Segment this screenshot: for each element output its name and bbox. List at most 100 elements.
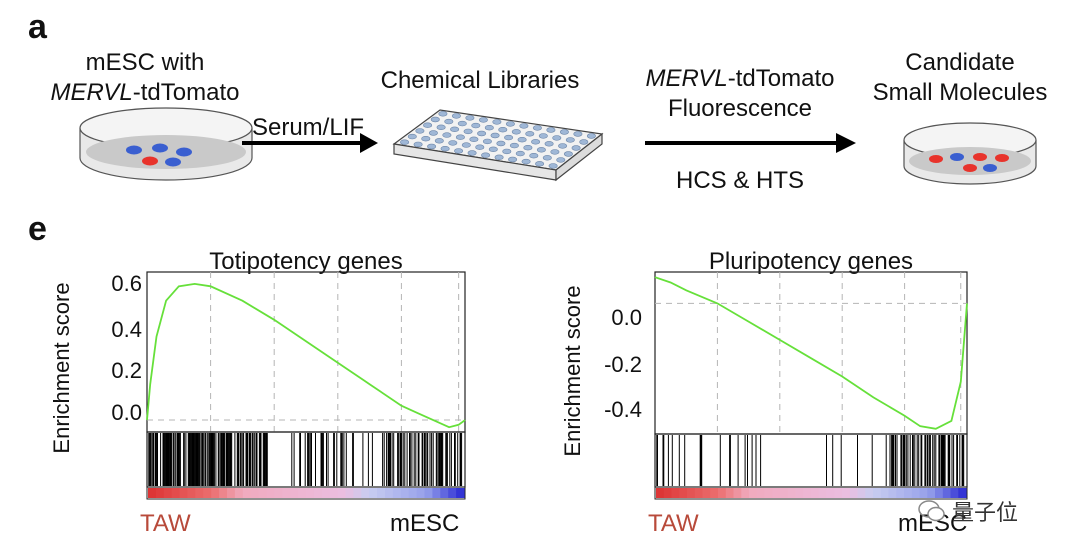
well bbox=[454, 148, 464, 154]
well bbox=[423, 122, 433, 128]
rank-bar-segment bbox=[377, 488, 386, 498]
rank-bar-segment bbox=[306, 488, 315, 498]
plot1-gridlines bbox=[147, 272, 465, 432]
well bbox=[440, 146, 450, 152]
well bbox=[556, 157, 566, 163]
rank-bar-segment bbox=[911, 488, 921, 498]
arrow-1 bbox=[242, 133, 378, 153]
well bbox=[492, 119, 502, 125]
plot1-title: Totipotency genes bbox=[209, 248, 403, 275]
rank-bar-segment bbox=[749, 488, 758, 498]
dish1-label-reporter: -tdTomato bbox=[132, 79, 240, 106]
well bbox=[529, 153, 539, 159]
rank-bar-segment bbox=[733, 488, 742, 498]
plot1-ytick-0.0: 0.0 bbox=[111, 400, 142, 425]
plot2-ytick-neg0.2: -0.2 bbox=[604, 352, 642, 377]
rank-bar-segment bbox=[741, 488, 750, 498]
well bbox=[400, 139, 410, 145]
rank-bar-segment bbox=[440, 488, 449, 498]
rank-bar-segment bbox=[873, 488, 882, 498]
well bbox=[490, 132, 500, 139]
rank-bar-segment bbox=[834, 488, 843, 498]
plot2-ytick-neg0.4: -0.4 bbox=[604, 397, 642, 422]
rank-bar-segment bbox=[896, 488, 905, 498]
well bbox=[515, 150, 525, 157]
rank-bar-segment bbox=[171, 488, 181, 498]
well bbox=[434, 138, 444, 144]
well bbox=[558, 143, 568, 149]
rank-bar-segment bbox=[432, 488, 441, 498]
well bbox=[519, 123, 529, 129]
rank-bar-segment bbox=[935, 488, 944, 498]
dish1-label-gene: MERVL bbox=[50, 79, 133, 106]
well bbox=[544, 141, 554, 147]
well bbox=[427, 143, 437, 150]
rank-bar-segment bbox=[663, 488, 673, 498]
rank-bar-segment bbox=[811, 488, 820, 498]
rank-bar-segment bbox=[203, 488, 212, 498]
rank-bar-segment bbox=[787, 488, 797, 498]
plot1-frame bbox=[146, 271, 466, 433]
panel-letter-e: e bbox=[28, 210, 47, 248]
petri-dish-1 bbox=[79, 107, 253, 181]
well bbox=[542, 155, 552, 161]
rank-bar-segment bbox=[290, 488, 299, 498]
well bbox=[465, 115, 475, 121]
rank-bar-segment bbox=[756, 488, 766, 498]
rank-bar-segment bbox=[250, 488, 260, 498]
rank-bar-segment bbox=[408, 488, 418, 498]
well bbox=[504, 134, 514, 141]
watermark: 量子位 bbox=[918, 495, 1048, 527]
plot1-rank-bar-frame bbox=[146, 486, 466, 500]
well bbox=[448, 140, 458, 146]
rank-bar-segment bbox=[448, 488, 457, 498]
rank-bar-segment bbox=[392, 488, 402, 498]
rank-bar-segment bbox=[187, 488, 196, 498]
candidate-label-line2: Small Molecules bbox=[872, 79, 1048, 106]
well bbox=[436, 124, 446, 131]
well bbox=[461, 142, 471, 148]
well bbox=[509, 142, 519, 149]
rank-bar-segment bbox=[219, 488, 228, 498]
rank-bar-segment bbox=[950, 488, 959, 498]
rank-bar-segment bbox=[282, 488, 291, 498]
well bbox=[455, 134, 465, 140]
well bbox=[498, 126, 508, 133]
rank-bar-segment bbox=[274, 488, 283, 498]
well bbox=[552, 135, 562, 141]
well bbox=[438, 111, 448, 117]
rank-bar-segment bbox=[385, 488, 394, 498]
rank-bar-segment bbox=[337, 488, 347, 498]
rank-bar-segment bbox=[958, 488, 967, 498]
well bbox=[546, 127, 556, 133]
wells bbox=[400, 111, 596, 169]
rank-bar-segment bbox=[234, 488, 244, 498]
well bbox=[559, 129, 569, 135]
plot1-right-end-label: mESC bbox=[390, 510, 460, 537]
rank-bar-segment bbox=[656, 488, 665, 498]
watermark-text: 量子位 bbox=[952, 500, 1019, 525]
plot2-rank-bar bbox=[656, 488, 967, 498]
dish1-label-line2: MERVL-tdTomato bbox=[20, 78, 270, 108]
plot1-rank-bar bbox=[148, 488, 465, 498]
rank-bar-segment bbox=[456, 488, 465, 498]
well bbox=[451, 113, 461, 119]
rank-bar-segment bbox=[842, 488, 851, 498]
rank-bar-segment bbox=[416, 488, 426, 498]
well bbox=[457, 120, 467, 127]
rank-bar-segment bbox=[424, 488, 433, 498]
well bbox=[481, 152, 491, 158]
rank-bar-segment bbox=[710, 488, 719, 498]
well bbox=[477, 130, 487, 137]
well bbox=[407, 133, 417, 140]
well bbox=[444, 118, 454, 125]
well bbox=[505, 121, 515, 127]
rank-bar-segment bbox=[163, 488, 173, 498]
rank-bar-segment bbox=[826, 488, 835, 498]
rank-bar-segment bbox=[329, 488, 339, 498]
rank-bar-segment bbox=[679, 488, 688, 498]
rank-bar-segment bbox=[211, 488, 220, 498]
rank-bar-segment bbox=[857, 488, 866, 498]
chemical-libraries-label: Chemical Libraries bbox=[380, 67, 580, 94]
